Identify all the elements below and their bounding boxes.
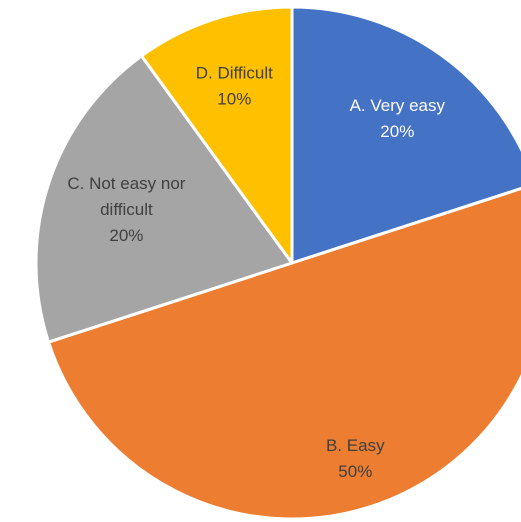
- slice-category-label: A. Very easy: [350, 96, 446, 115]
- slice-percent-label: 10%: [217, 89, 251, 108]
- slice-percent-label: 20%: [109, 226, 143, 245]
- pie-slice: [290, 5, 521, 265]
- slice-percent-label: 50%: [338, 461, 372, 480]
- pie-slices: [34, 5, 521, 521]
- slice-category-label: B. Easy: [326, 435, 385, 454]
- pie-slice: [34, 54, 294, 344]
- slice-label: B. Easy 50%: [326, 435, 385, 480]
- pie-slice: [47, 187, 521, 521]
- pie-slice: [140, 5, 294, 265]
- slice-labels: A. Very easy 20% B. Easy 50% C. Not easy nor…: [67, 63, 446, 480]
- slice-percent-label: 20%: [380, 122, 414, 141]
- slice-category-label: C. Not easy nor: [67, 174, 185, 193]
- slice-category-label: difficult: [100, 200, 153, 219]
- slice-category-label: D. Difficult: [196, 63, 273, 82]
- slice-label: D. Difficult 10%: [196, 63, 273, 108]
- slice-label: C. Not easy nor difficult 20%: [67, 174, 185, 245]
- slice-label: A. Very easy 20%: [350, 96, 446, 141]
